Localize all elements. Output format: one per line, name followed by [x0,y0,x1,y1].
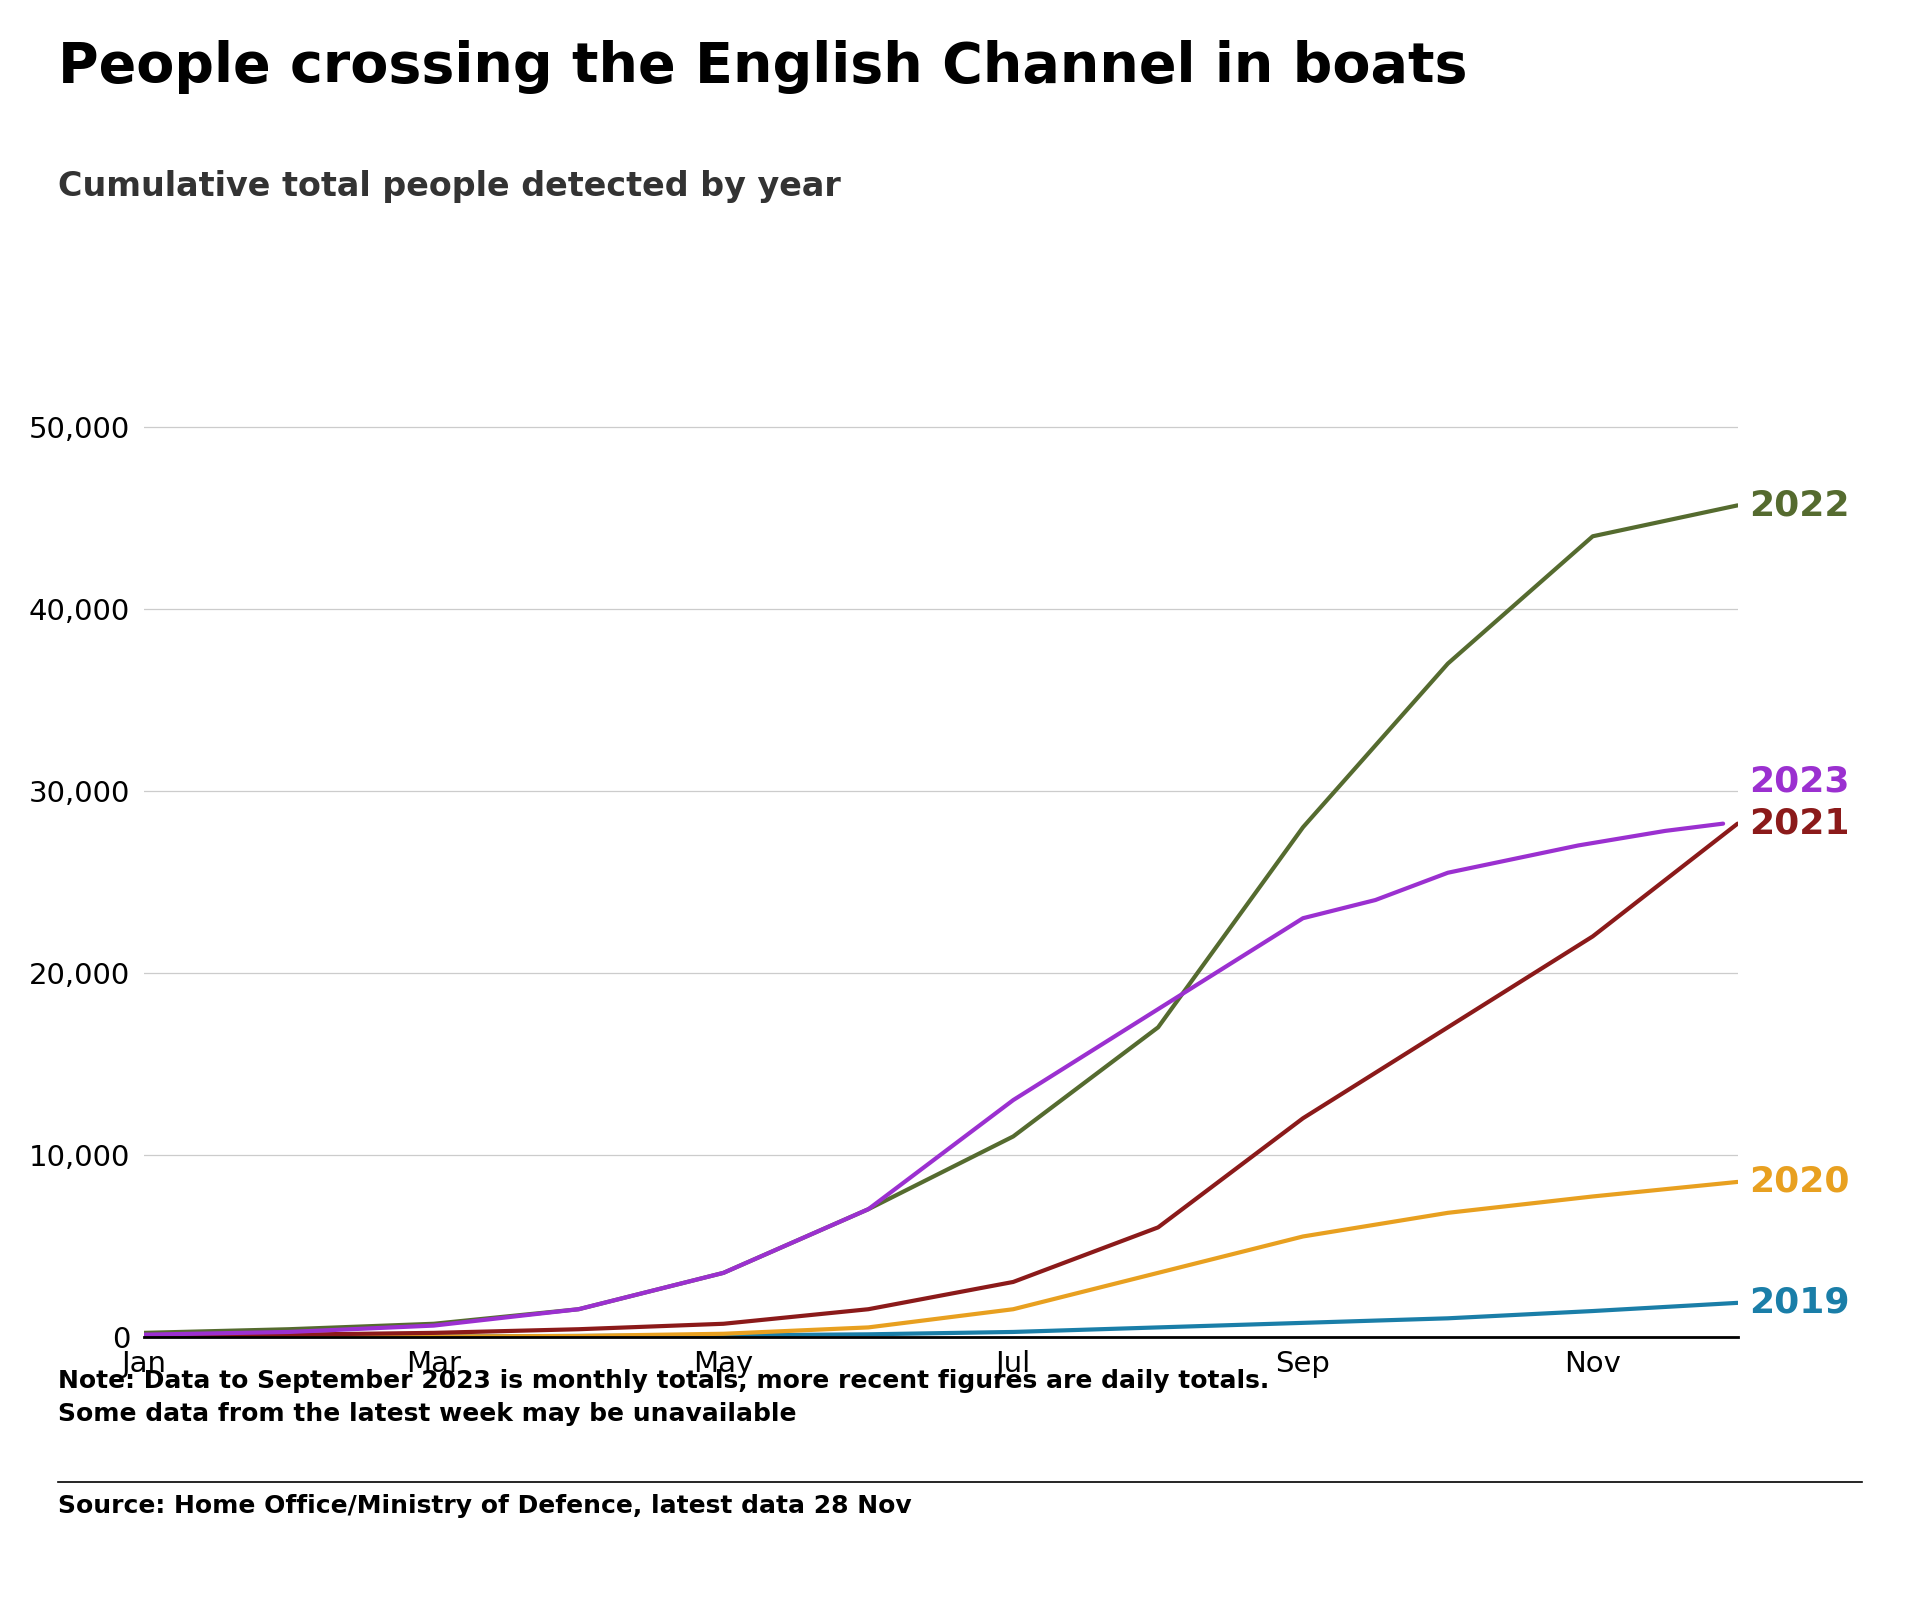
Text: B: B [1759,1537,1782,1565]
Text: 2021: 2021 [1749,807,1849,841]
Text: 2019: 2019 [1749,1286,1849,1320]
Text: B: B [1693,1537,1716,1565]
Text: Note: Data to September 2023 is monthly totals, more recent figures are daily to: Note: Data to September 2023 is monthly … [58,1369,1269,1426]
Text: People crossing the English Channel in boats: People crossing the English Channel in b… [58,40,1467,94]
Text: 2020: 2020 [1749,1165,1849,1199]
Text: 2022: 2022 [1749,488,1849,522]
Text: Source: Home Office/Ministry of Defence, latest data 28 Nov: Source: Home Office/Ministry of Defence,… [58,1494,912,1518]
Text: 2023: 2023 [1749,765,1849,799]
Text: Cumulative total people detected by year: Cumulative total people detected by year [58,170,841,202]
Text: C: C [1824,1537,1847,1565]
